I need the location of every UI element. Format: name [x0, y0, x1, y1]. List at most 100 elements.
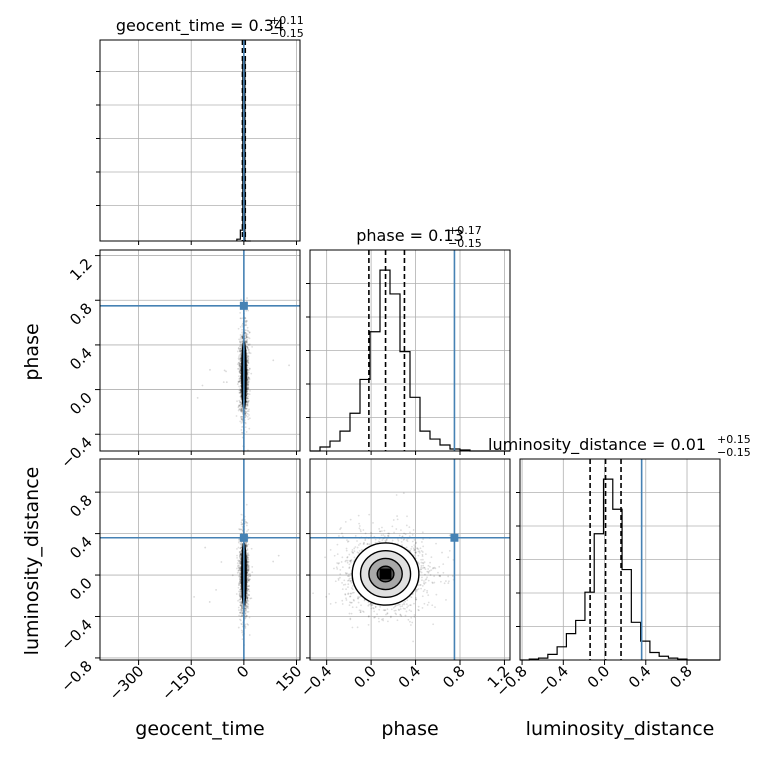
- sample-point: [239, 581, 242, 584]
- sample-point: [239, 357, 241, 360]
- sample-point: [247, 343, 250, 346]
- sample-point: [241, 605, 244, 608]
- sample-point: [415, 589, 418, 592]
- sample-point: [239, 391, 241, 394]
- sample-point: [325, 595, 328, 598]
- sample-point: [383, 529, 386, 532]
- sample-point: [244, 412, 247, 415]
- sample-point: [240, 622, 243, 625]
- sample-point: [238, 363, 240, 366]
- sample-point: [247, 397, 249, 400]
- sample-point: [238, 404, 241, 407]
- sample-point: [246, 390, 249, 393]
- sample-point: [241, 324, 244, 327]
- sample-point: [239, 370, 241, 373]
- sample-point: [239, 364, 242, 367]
- sample-point: [238, 377, 241, 380]
- sample-point: [357, 544, 360, 546]
- sample-point: [245, 599, 248, 602]
- sample-point: [351, 601, 353, 604]
- sample-point: [344, 520, 347, 523]
- x-tick-label: 0.4: [625, 662, 655, 692]
- y-tick-label: −0.4: [57, 616, 95, 654]
- sample-point: [240, 545, 243, 548]
- sample-point: [245, 411, 248, 413]
- sample-point: [239, 615, 242, 618]
- sample-point: [409, 620, 411, 623]
- panel-frame: [309, 458, 511, 661]
- sample-point: [245, 596, 248, 599]
- sample-point: [246, 615, 248, 617]
- sample-point: [356, 546, 359, 549]
- sample-point: [240, 409, 243, 412]
- sample-point: [347, 583, 350, 586]
- sample-point: [247, 554, 250, 557]
- sample-point: [386, 608, 389, 611]
- sample-point: [245, 345, 248, 348]
- truth-marker: [239, 301, 248, 310]
- sample-point: [349, 561, 352, 564]
- y-tick-label: 0.0: [66, 574, 96, 604]
- sample-point: [367, 615, 370, 617]
- sample-point: [349, 559, 351, 562]
- sample-point: [246, 404, 249, 407]
- sample-point: [248, 414, 250, 416]
- sample-point: [238, 361, 241, 364]
- sample-point: [246, 562, 249, 564]
- sample-point: [391, 539, 394, 542]
- sample-point: [241, 544, 243, 547]
- sample-point: [240, 614, 243, 617]
- sample-point: [245, 341, 248, 344]
- sample-point: [237, 582, 240, 585]
- sample-point: [246, 549, 249, 551]
- sample-point: [246, 360, 249, 363]
- sample-point: [403, 538, 406, 540]
- sample-point: [418, 563, 420, 565]
- sample-point: [247, 395, 249, 398]
- sample-point: [246, 403, 249, 406]
- sample-point: [238, 399, 241, 402]
- sample-point: [238, 391, 241, 394]
- sample-point: [245, 324, 248, 327]
- sample-point: [246, 599, 249, 602]
- sample-point: [248, 381, 250, 383]
- sample-point: [246, 569, 249, 572]
- sample-point: [247, 383, 249, 386]
- sample-point: [239, 572, 242, 575]
- sample-point: [246, 602, 249, 605]
- sample-point: [237, 626, 240, 629]
- sample-point: [341, 588, 344, 591]
- sample-point: [246, 412, 249, 415]
- sample-point: [246, 329, 249, 332]
- sample-point: [245, 521, 248, 524]
- sample-point: [238, 358, 240, 361]
- sample-point: [240, 606, 243, 609]
- sample-point: [239, 374, 242, 377]
- sample-point: [245, 544, 248, 547]
- sample-point: [239, 389, 242, 391]
- sample-point: [225, 381, 228, 384]
- sample-point: [239, 561, 241, 564]
- sample-point: [247, 570, 249, 573]
- sample-point: [239, 554, 242, 556]
- sample-point: [246, 388, 249, 391]
- sample-point: [356, 626, 359, 629]
- sample-point: [409, 604, 412, 607]
- sample-point: [239, 579, 242, 582]
- sample-point: [239, 359, 242, 362]
- sample-point: [246, 345, 249, 348]
- sample-point: [246, 360, 249, 363]
- sample-point: [246, 597, 249, 600]
- sample-point: [438, 565, 441, 568]
- sample-point: [339, 576, 341, 579]
- sample-point: [411, 540, 414, 543]
- sample-point: [412, 640, 415, 643]
- sample-point: [237, 541, 240, 544]
- sample-point: [246, 373, 249, 376]
- sample-point: [247, 362, 250, 364]
- sample-point: [239, 350, 241, 352]
- sample-point: [246, 585, 249, 588]
- sample-point: [246, 605, 249, 608]
- sample-point: [246, 562, 249, 565]
- sample-point: [249, 389, 251, 392]
